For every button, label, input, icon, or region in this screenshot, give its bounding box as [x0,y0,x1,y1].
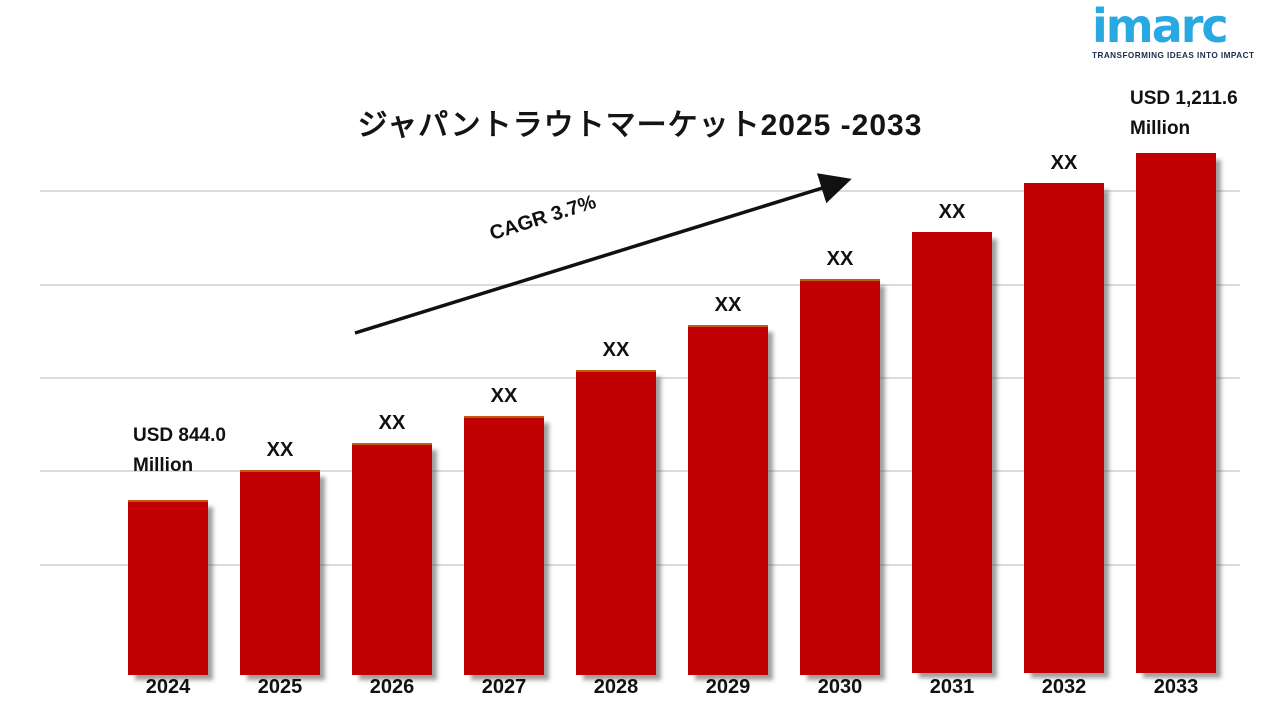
bar-2024 [128,500,208,675]
bar-value-label-2028: XX [602,339,630,361]
imarc-logo-wordmark: imarc [1092,0,1229,53]
bar-value-label-2033: USD 1,211.6 Million [1130,88,1238,139]
imarc-logo: imarc TRANSFORMING IDEAS INTO IMPACT [1092,0,1262,60]
imarc-logo-tagline: TRANSFORMING IDEAS INTO IMPACT [1092,50,1255,60]
bar-2028 [576,370,656,675]
x-axis-label-2027: 2027 [481,676,527,698]
bar-value-label-2024: USD 844.0 Million [133,425,226,476]
x-axis-label-2026: 2026 [369,676,415,698]
bar-value-label-2029: XX [714,294,742,316]
bar-2026 [352,443,432,675]
bar-2027 [464,416,544,675]
bar-value-label-2025: XX [266,439,294,461]
bar-value-label-2027: XX [490,385,518,407]
bar-2033 [1136,153,1216,673]
bar-2030 [800,279,880,675]
bar-2032 [1024,183,1104,673]
x-axis-label-2024: 2024 [145,676,191,698]
bar-value-label-2031: XX [938,201,966,223]
bar-2031 [912,232,992,673]
x-axis-label-2031: 2031 [929,676,975,698]
x-axis-label-2033: 2033 [1153,676,1199,698]
cagr-annotation: CAGR 3.7% [487,191,599,245]
bar-value-label-2030: XX [826,248,854,270]
bar-value-label-2032: XX [1050,152,1078,174]
chart-title: ジャパントラウトマーケット2025 -2033 [357,109,923,142]
bar-2025 [240,470,320,675]
x-axis-label-2028: 2028 [593,676,639,698]
x-axis-label-2032: 2032 [1041,676,1087,698]
x-axis-label-2030: 2030 [817,676,863,698]
bar-2029 [688,325,768,675]
bar-value-label-2026: XX [378,412,406,434]
x-axis-label-2029: 2029 [705,676,751,698]
x-axis-label-2025: 2025 [257,676,303,698]
